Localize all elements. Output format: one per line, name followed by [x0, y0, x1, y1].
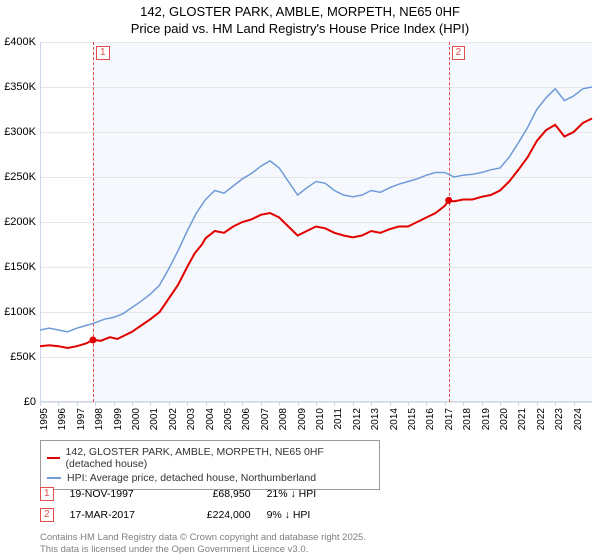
- title-line-2: Price paid vs. HM Land Registry's House …: [0, 21, 600, 38]
- sale-diff: 21% ↓ HPI: [267, 488, 357, 500]
- y-axis-label: £50K: [10, 351, 36, 363]
- x-axis-label: 2007: [260, 408, 262, 430]
- x-axis-label: 2014: [389, 408, 391, 430]
- y-axis-label: £150K: [4, 261, 36, 273]
- x-axis-label: 2024: [573, 408, 575, 430]
- y-axis-label: £300K: [4, 126, 36, 138]
- x-axis-label: 2015: [407, 408, 409, 430]
- x-axis-label: 2003: [186, 408, 188, 430]
- x-axis-label: 2022: [536, 408, 538, 430]
- footer: Contains HM Land Registry data © Crown c…: [40, 532, 366, 556]
- y-axis-label: £100K: [4, 306, 36, 318]
- legend-swatch: [47, 477, 61, 479]
- plot-area: £0£50K£100K£150K£200K£250K£300K£350K£400…: [40, 42, 592, 402]
- x-axis-label: 2008: [278, 408, 280, 430]
- x-axis-label: 2013: [370, 408, 372, 430]
- chart-title: 142, GLOSTER PARK, AMBLE, MORPETH, NE65 …: [0, 0, 600, 38]
- x-axis-label: 2005: [223, 408, 225, 430]
- x-axis-label: 1998: [94, 408, 96, 430]
- sale-price: £224,000: [181, 509, 251, 521]
- x-axis-label: 2023: [554, 408, 556, 430]
- x-axis-label: 2009: [297, 408, 299, 430]
- chart-container: 142, GLOSTER PARK, AMBLE, MORPETH, NE65 …: [0, 0, 600, 560]
- x-axis-label: 2016: [425, 408, 427, 430]
- series-hpi[interactable]: [40, 87, 592, 332]
- x-axis-label: 2010: [315, 408, 317, 430]
- y-axis-label: £250K: [4, 171, 36, 183]
- x-axis-label: 2019: [481, 408, 483, 430]
- x-axis-label: 2000: [131, 408, 133, 430]
- footer-line-1: Contains HM Land Registry data © Crown c…: [40, 532, 366, 544]
- sale-marker: 1: [40, 487, 54, 501]
- y-axis-label: £350K: [4, 81, 36, 93]
- footer-line-2: This data is licensed under the Open Gov…: [40, 544, 366, 556]
- legend-item[interactable]: 142, GLOSTER PARK, AMBLE, MORPETH, NE65 …: [47, 445, 373, 471]
- x-axis-label: 1999: [113, 408, 115, 430]
- x-axis-label: 1995: [39, 408, 41, 430]
- x-axis-label: 2018: [462, 408, 464, 430]
- legend: 142, GLOSTER PARK, AMBLE, MORPETH, NE65 …: [40, 440, 380, 490]
- x-axis-label: 2004: [205, 408, 207, 430]
- legend-label: HPI: Average price, detached house, Nort…: [67, 472, 316, 484]
- sale-date: 17-MAR-2017: [70, 509, 165, 521]
- x-axis-label: 2012: [352, 408, 354, 430]
- x-axis-label: 2020: [499, 408, 501, 430]
- y-axis-label: £400K: [4, 36, 36, 48]
- data-marker[interactable]: [89, 336, 96, 343]
- x-axis-label: 2001: [149, 408, 151, 430]
- y-axis-label: £200K: [4, 216, 36, 228]
- y-axis-label: £0: [24, 396, 36, 408]
- sale-row: 2 17-MAR-2017 £224,000 9% ↓ HPI: [40, 508, 357, 522]
- sale-date: 19-NOV-1997: [70, 488, 165, 500]
- legend-swatch: [47, 457, 60, 460]
- data-marker[interactable]: [445, 197, 452, 204]
- x-axis-label: 1997: [76, 408, 78, 430]
- x-axis-label: 1996: [57, 408, 59, 430]
- sale-marker: 2: [40, 508, 54, 522]
- sale-diff: 9% ↓ HPI: [267, 509, 357, 521]
- x-axis-label: 2011: [333, 408, 335, 430]
- sale-price: £68,950: [181, 488, 251, 500]
- x-axis-label: 2021: [517, 408, 519, 430]
- x-axis-label: 2002: [168, 408, 170, 430]
- x-axis-label: 2006: [241, 408, 243, 430]
- legend-label: 142, GLOSTER PARK, AMBLE, MORPETH, NE65 …: [66, 446, 373, 470]
- title-line-1: 142, GLOSTER PARK, AMBLE, MORPETH, NE65 …: [0, 4, 600, 21]
- x-axis-label: 2017: [444, 408, 446, 430]
- legend-item[interactable]: HPI: Average price, detached house, Nort…: [47, 471, 373, 485]
- sale-row: 1 19-NOV-1997 £68,950 21% ↓ HPI: [40, 487, 357, 501]
